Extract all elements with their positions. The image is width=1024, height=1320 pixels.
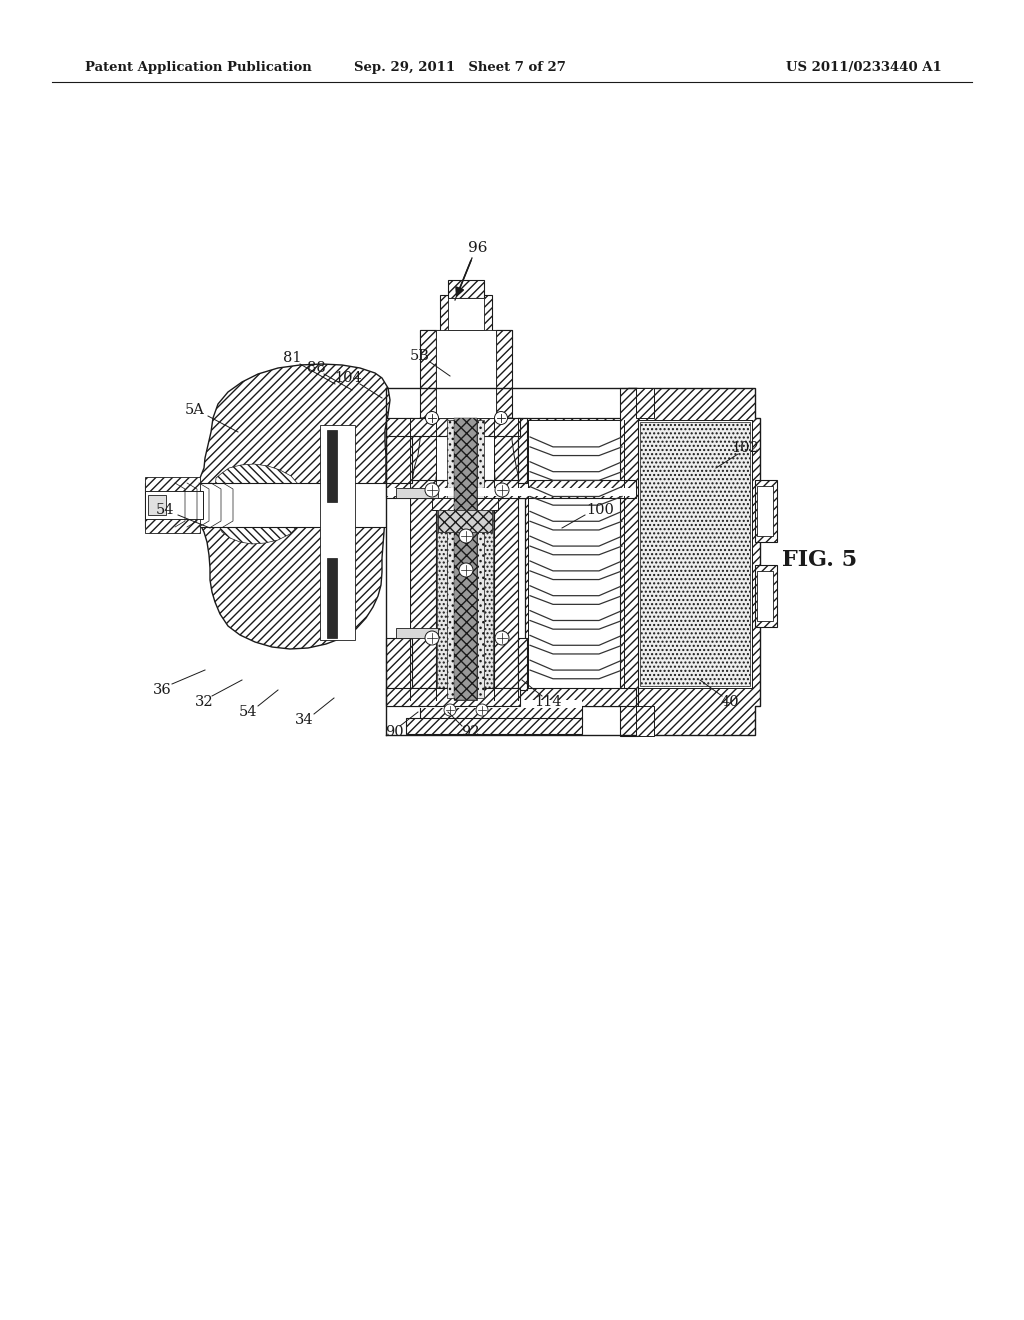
Bar	[755, 480, 777, 543]
Circle shape	[459, 529, 473, 543]
Polygon shape	[215, 465, 303, 544]
Bar	[386, 688, 520, 706]
Bar	[432, 498, 498, 510]
Bar	[757, 572, 773, 620]
Bar	[420, 700, 582, 708]
Bar	[386, 418, 412, 483]
Bar	[640, 422, 750, 686]
Bar	[454, 418, 477, 700]
Circle shape	[495, 631, 509, 645]
Polygon shape	[628, 388, 760, 735]
Bar	[454, 418, 477, 700]
Bar	[145, 519, 200, 533]
Text: 90: 90	[385, 725, 403, 739]
Bar	[420, 700, 582, 722]
Bar	[396, 628, 438, 638]
Circle shape	[425, 483, 439, 498]
Circle shape	[425, 631, 439, 645]
Bar	[406, 718, 582, 734]
Text: 114: 114	[535, 696, 562, 709]
Circle shape	[444, 704, 456, 715]
Bar	[145, 491, 203, 519]
Bar	[449, 280, 484, 298]
Text: 32: 32	[195, 696, 213, 709]
Polygon shape	[490, 418, 519, 484]
Bar	[410, 418, 436, 700]
Bar	[436, 330, 496, 418]
Polygon shape	[412, 418, 443, 484]
Bar	[386, 418, 520, 436]
Bar	[438, 510, 492, 532]
Circle shape	[476, 704, 488, 715]
Circle shape	[495, 412, 508, 425]
Bar	[757, 486, 773, 536]
Bar	[386, 488, 636, 496]
Text: 54: 54	[239, 705, 257, 719]
Text: 5B: 5B	[410, 348, 430, 363]
Polygon shape	[518, 418, 636, 706]
Text: 92: 92	[461, 725, 479, 739]
Bar	[319, 425, 355, 640]
Bar	[494, 418, 518, 700]
Bar	[518, 418, 527, 483]
Bar	[386, 638, 412, 690]
Bar	[440, 294, 492, 333]
Text: 96: 96	[468, 242, 487, 255]
Bar	[438, 510, 492, 532]
Bar	[327, 430, 337, 502]
Circle shape	[495, 483, 509, 498]
Bar	[386, 688, 636, 706]
Bar	[518, 638, 527, 690]
Text: 102: 102	[731, 441, 759, 455]
Bar	[420, 330, 512, 348]
Bar	[638, 420, 752, 688]
Text: Patent Application Publication: Patent Application Publication	[85, 62, 311, 74]
Bar	[449, 298, 484, 330]
Bar	[396, 488, 438, 498]
Bar	[447, 420, 484, 698]
Bar	[437, 498, 493, 688]
Bar	[528, 420, 624, 688]
Bar	[436, 418, 494, 700]
Text: 5A: 5A	[185, 403, 205, 417]
Bar	[145, 477, 200, 491]
Text: FIG. 5: FIG. 5	[782, 549, 857, 572]
Bar	[636, 388, 654, 418]
Bar	[145, 483, 393, 527]
Bar	[620, 388, 638, 737]
Text: 54: 54	[156, 503, 174, 517]
Bar	[148, 495, 166, 515]
Bar	[755, 565, 777, 627]
Text: 40: 40	[721, 696, 739, 709]
Text: Sep. 29, 2011  Sheet 7 of 27: Sep. 29, 2011 Sheet 7 of 27	[354, 62, 566, 74]
Bar	[420, 330, 436, 418]
Polygon shape	[197, 364, 390, 649]
Text: 81: 81	[283, 351, 301, 366]
Bar	[386, 438, 410, 688]
Bar	[496, 330, 512, 418]
Bar	[327, 558, 337, 638]
Text: 88: 88	[306, 360, 326, 375]
Text: 36: 36	[153, 682, 171, 697]
Bar	[386, 480, 636, 498]
Circle shape	[426, 412, 438, 425]
Bar	[636, 706, 654, 737]
Text: 104: 104	[334, 371, 361, 385]
Text: 34: 34	[295, 713, 313, 727]
Text: US 2011/0233440 A1: US 2011/0233440 A1	[786, 62, 942, 74]
Circle shape	[459, 564, 473, 577]
Text: 100: 100	[586, 503, 614, 517]
